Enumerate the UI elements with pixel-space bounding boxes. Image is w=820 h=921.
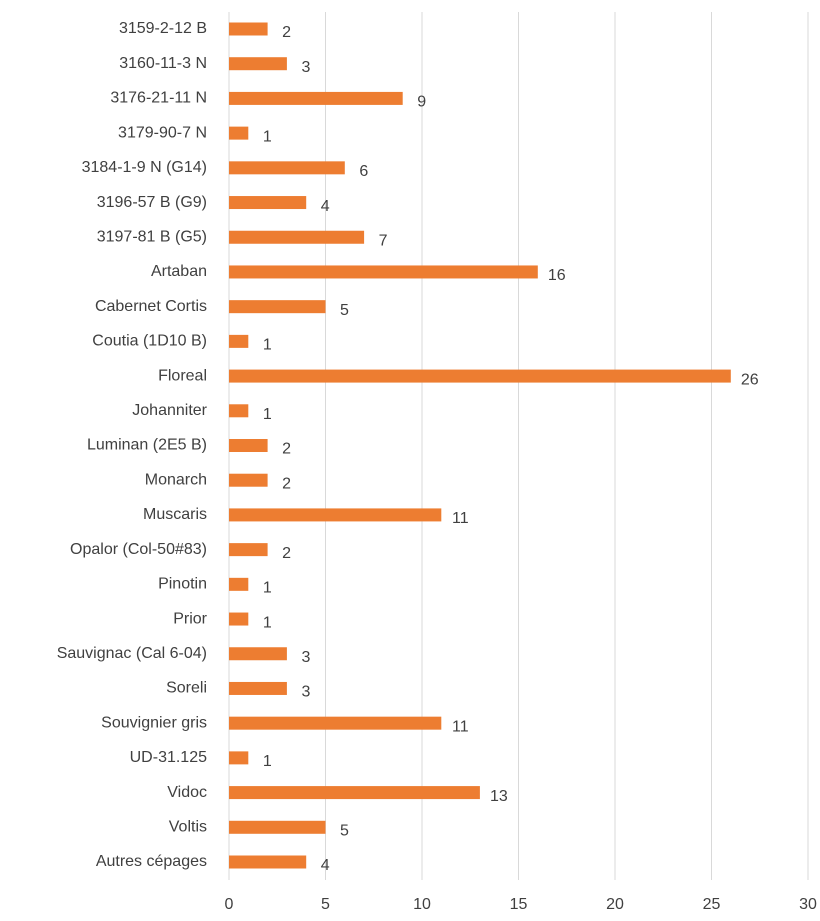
- y-tick-label: Cabernet Cortis: [95, 298, 207, 315]
- data-label: 2: [282, 441, 291, 458]
- bar: [229, 91, 403, 105]
- y-tick-label: 3160-11-3 N: [119, 55, 207, 72]
- data-label: 1: [263, 128, 272, 145]
- bar: [229, 369, 731, 383]
- x-tick-label: 20: [606, 896, 624, 913]
- bar: [229, 161, 345, 175]
- data-label: 3: [301, 684, 310, 701]
- bar: [229, 751, 249, 765]
- data-label: 7: [379, 232, 388, 249]
- y-tick-label: Floreal: [158, 367, 207, 384]
- bar: [229, 820, 326, 834]
- x-tick-label: 25: [703, 896, 721, 913]
- bar: [229, 508, 442, 522]
- y-tick-label: 3184-1-9 N (G14): [82, 159, 207, 176]
- data-label: 9: [417, 94, 426, 111]
- data-label: 3: [301, 59, 310, 76]
- data-label: 26: [741, 371, 759, 388]
- data-label: 11: [452, 718, 469, 735]
- bar: [229, 230, 365, 244]
- y-tick-label: Souvignier gris: [101, 714, 207, 731]
- data-label: 1: [263, 753, 272, 770]
- y-tick-label: Prior: [173, 610, 207, 627]
- bar: [229, 334, 249, 348]
- y-tick-label: Sauvignac (Cal 6-04): [57, 645, 207, 662]
- y-tick-label: 3179-90-7 N: [118, 124, 207, 141]
- bar: [229, 786, 480, 800]
- data-label: 4: [321, 198, 330, 215]
- bar: [229, 473, 268, 487]
- data-label: 2: [282, 24, 291, 41]
- y-tick-label: 3197-81 B (G5): [97, 228, 207, 245]
- bar: [229, 265, 538, 279]
- y-tick-label: Opalor (Col-50#83): [70, 541, 207, 558]
- bar: [229, 404, 249, 418]
- bar: [229, 22, 268, 36]
- data-label: 16: [548, 267, 566, 284]
- data-label: 3: [301, 649, 310, 666]
- y-tick-label: 3159-2-12 B: [119, 20, 207, 37]
- y-tick-label: Pinotin: [158, 576, 207, 593]
- bar: [229, 716, 442, 730]
- y-tick-label: UD-31.125: [130, 749, 207, 766]
- x-tick-label: 5: [321, 896, 330, 913]
- y-tick-label: Vidoc: [167, 784, 207, 801]
- data-label: 5: [340, 823, 349, 840]
- data-label: 2: [282, 545, 291, 562]
- y-tick-label: 3176-21-11 N: [110, 90, 207, 107]
- data-label: 1: [263, 406, 272, 423]
- bar: [229, 855, 307, 869]
- bar: [229, 439, 268, 452]
- bar: [229, 577, 249, 591]
- data-label: 1: [263, 614, 272, 631]
- y-tick-label: Johanniter: [132, 402, 207, 419]
- bar: [229, 647, 287, 661]
- data-label: 4: [321, 857, 330, 874]
- y-tick-label: 3196-57 B (G9): [97, 194, 207, 211]
- y-tick-label: Artaban: [151, 263, 207, 280]
- y-tick-label: Luminan (2E5 B): [87, 437, 207, 454]
- y-tick-label: Monarch: [145, 471, 207, 488]
- x-tick-label: 30: [799, 896, 817, 913]
- data-label: 11: [452, 510, 469, 527]
- y-tick-label: Voltis: [169, 819, 207, 836]
- x-tick-label: 15: [510, 896, 528, 913]
- y-tick-label: Soreli: [166, 680, 207, 697]
- bar: [229, 543, 268, 557]
- data-label: 1: [263, 580, 272, 597]
- data-label: 1: [263, 337, 272, 354]
- bar: [229, 126, 249, 140]
- y-tick-label: Muscaris: [143, 506, 207, 523]
- y-tick-label: Autres cépages: [96, 853, 207, 870]
- bar: [229, 612, 249, 626]
- bar: [229, 681, 287, 695]
- bar: [229, 300, 326, 314]
- data-label: 5: [340, 302, 349, 319]
- bar: [229, 196, 307, 210]
- data-label: 2: [282, 475, 291, 492]
- x-tick-label: 10: [413, 896, 431, 913]
- x-tick-label: 0: [225, 896, 234, 913]
- bar: [229, 57, 287, 71]
- data-label: 6: [359, 163, 368, 180]
- data-label: 13: [490, 788, 508, 805]
- y-tick-label: Coutia (1D10 B): [92, 333, 207, 350]
